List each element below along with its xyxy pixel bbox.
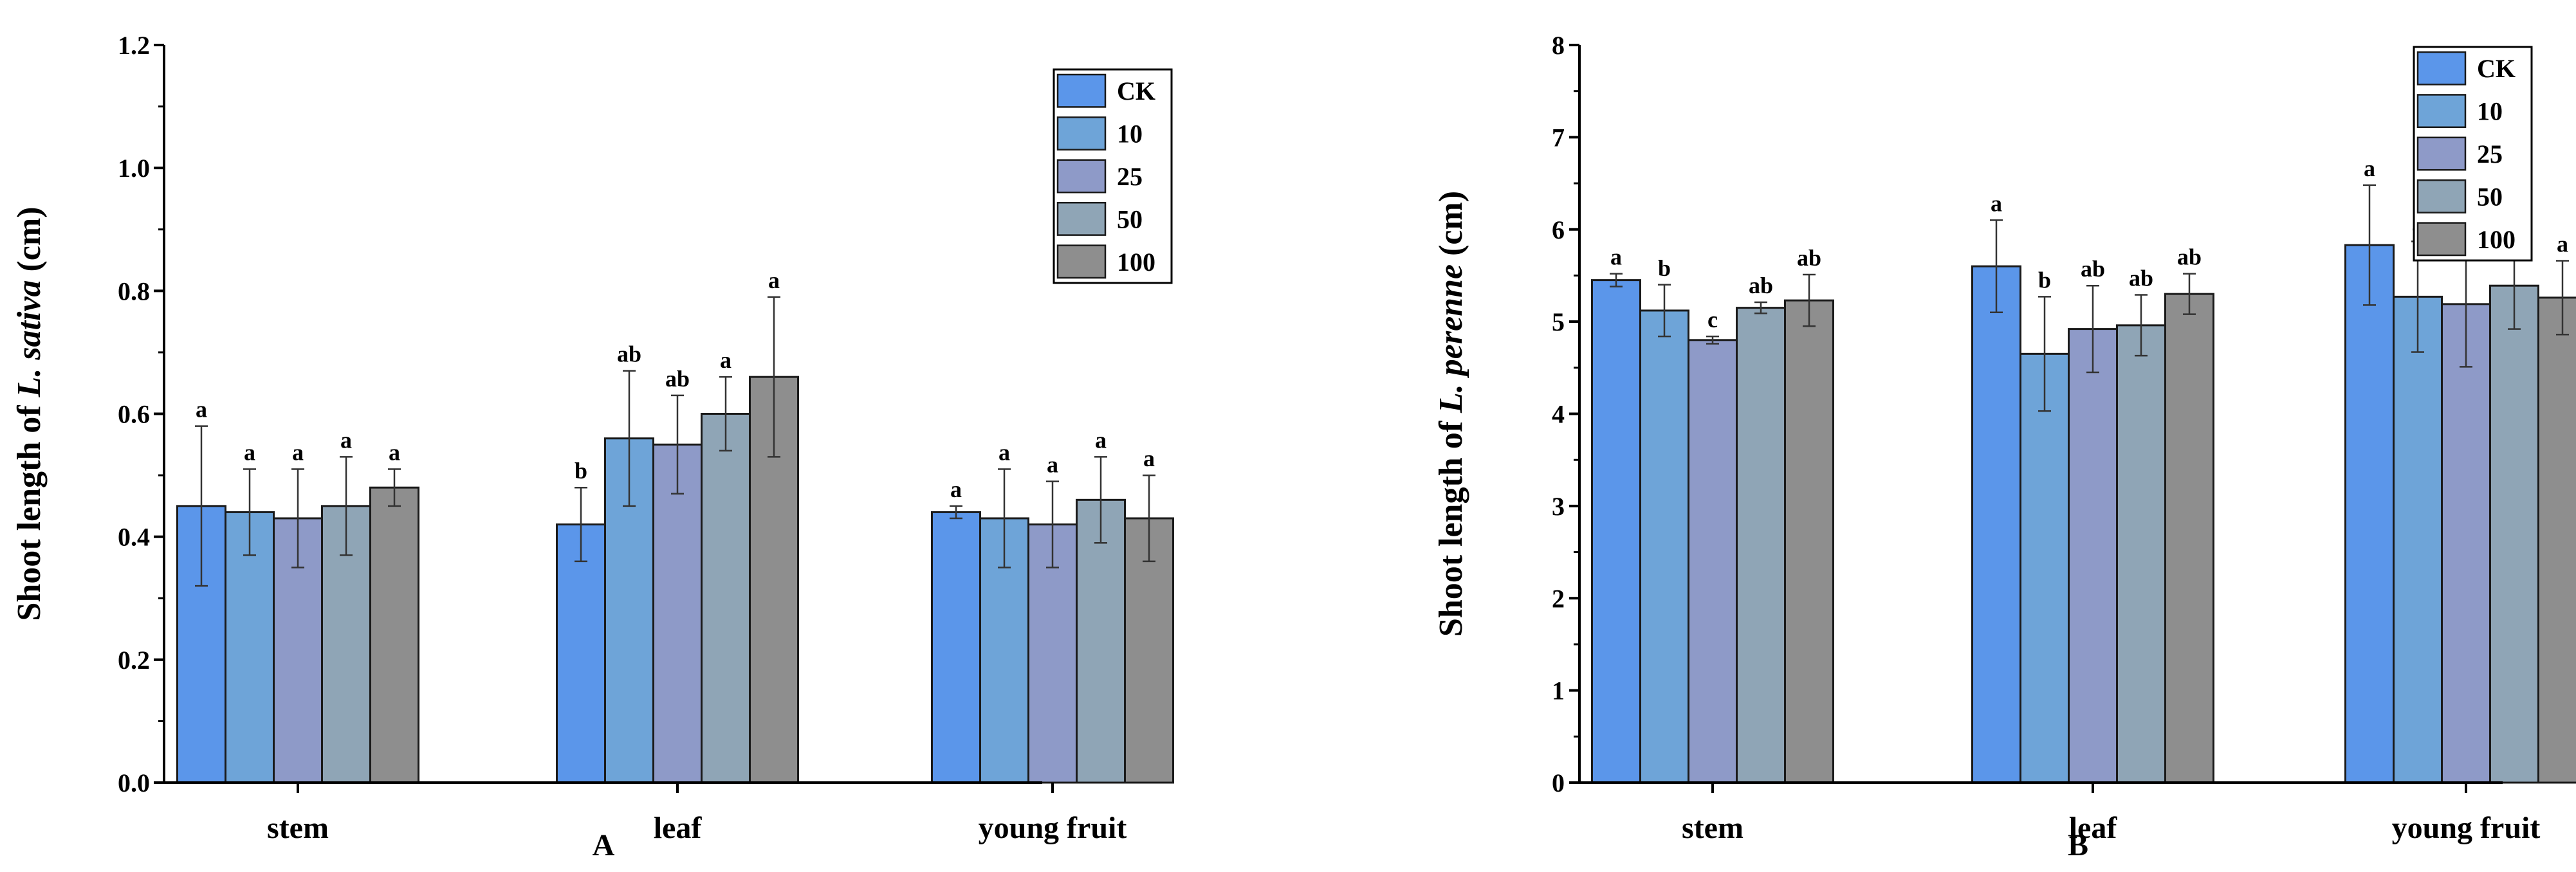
legend-label-50: 50 [2477, 182, 2503, 211]
significance-letter: a [1095, 427, 1107, 453]
legend-swatch-25 [1058, 160, 1105, 192]
legend-swatch-100 [1058, 246, 1105, 278]
legend-label-10: 10 [1117, 120, 1143, 149]
y-tick-label: 1.2 [118, 31, 150, 60]
significance-letter: ab [1749, 273, 1773, 298]
chart-panel-b: abcababstemabababableafaaaaayoung fruit0… [1433, 31, 2576, 862]
significance-letter: a [340, 427, 352, 453]
significance-letter: ab [1797, 245, 1821, 271]
y-tick-label: 0 [1552, 768, 1565, 797]
bar-stem-100 [1785, 300, 1834, 783]
legend-swatch-50 [1058, 203, 1105, 235]
x-tick-label-young-fruit: young fruit [979, 811, 1127, 845]
y-tick-label: 0.2 [118, 646, 150, 675]
legend-label-25: 25 [1117, 162, 1143, 191]
significance-letter: a [2364, 156, 2375, 181]
significance-letter: a [292, 440, 304, 466]
y-tick-label: 3 [1552, 492, 1565, 521]
bar-young-fruit-100 [2539, 298, 2576, 783]
legend-swatch-CK [1058, 75, 1105, 107]
significance-letter: a [720, 347, 731, 373]
y-axis-label: Shoot length of L. perenne (cm) [1433, 191, 1469, 637]
significance-letter: ab [2177, 244, 2202, 270]
bar-stem-50 [1737, 308, 1785, 783]
panel-label: B [2068, 828, 2088, 862]
x-tick-label-stem: stem [1682, 811, 1743, 845]
bar-young-fruit-10 [2394, 296, 2442, 783]
significance-letter: b [2038, 267, 2051, 293]
significance-letter: a [998, 440, 1010, 466]
legend-swatch-25 [2418, 138, 2465, 170]
y-tick-label: 1 [1552, 677, 1565, 705]
legend-swatch-CK [2418, 52, 2465, 84]
y-tick-label: 6 [1552, 215, 1565, 244]
legend-swatch-10 [1058, 117, 1105, 149]
legend-label-100: 100 [2477, 225, 2516, 254]
significance-letter: b [1658, 255, 1671, 281]
legend-swatch-50 [2418, 180, 2465, 212]
bar-leaf-10 [2021, 354, 2069, 783]
legend-label-CK: CK [2477, 54, 2516, 83]
significance-letter: a [244, 440, 255, 466]
significance-letter: ab [617, 341, 641, 367]
bar-leaf-25 [2069, 329, 2117, 783]
legend-label-100: 100 [1117, 248, 1155, 277]
y-tick-label: 0.6 [118, 400, 150, 429]
significance-letter: ab [2129, 266, 2153, 291]
significance-letter: a [1991, 190, 2002, 216]
significance-letter: a [950, 477, 962, 502]
significance-letter: a [1047, 452, 1058, 478]
y-tick-label: 0.4 [118, 523, 150, 552]
bar-young-fruit-25 [2442, 304, 2490, 783]
bar-leaf-CK [557, 525, 605, 783]
legend-label-25: 25 [2477, 140, 2503, 168]
bar-leaf-25 [654, 444, 702, 783]
bar-young-fruit-CK [932, 512, 980, 783]
x-tick-label-young-fruit: young fruit [2392, 811, 2541, 845]
legend: CK 10 25 50 100 [1054, 69, 1172, 283]
significance-letter: a [2557, 231, 2568, 257]
significance-letter: a [768, 268, 780, 293]
legend-label-CK: CK [1117, 77, 1155, 105]
significance-letter: c [1707, 307, 1718, 332]
y-tick-label: 2 [1552, 584, 1565, 613]
panel-label: A [593, 828, 615, 862]
significance-letter: ab [2081, 256, 2105, 282]
y-axis-label: Shoot length of L. sativa (cm) [11, 206, 48, 621]
significance-letter: a [389, 440, 400, 466]
y-tick-label: 1.0 [118, 154, 150, 183]
y-tick-label: 5 [1552, 307, 1565, 336]
y-tick-label: 4 [1552, 400, 1565, 429]
legend-label-50: 50 [1117, 204, 1143, 233]
bar-young-fruit-50 [2490, 286, 2539, 783]
significance-letter: a [1143, 446, 1155, 471]
y-tick-label: 0.0 [118, 768, 150, 797]
bar-stem-10 [1641, 311, 1689, 783]
legend: CK 10 25 50 100 [2414, 47, 2532, 260]
significance-letter: b [575, 458, 587, 484]
legend-swatch-10 [2418, 95, 2465, 127]
legend-label-10: 10 [2477, 97, 2503, 126]
significance-letter: a [1610, 244, 1622, 270]
significance-letter: a [196, 397, 207, 422]
y-tick-label: 7 [1552, 123, 1565, 152]
significance-letter: ab [665, 366, 690, 392]
x-tick-label-leaf: leaf [654, 811, 703, 845]
bar-stem-100 [371, 487, 419, 783]
x-tick-label-stem: stem [267, 811, 329, 845]
bar-young-fruit-CK [2346, 245, 2394, 783]
legend-swatch-100 [2418, 223, 2465, 255]
bar-stem-25 [1689, 340, 1737, 783]
y-tick-label: 0.8 [118, 277, 150, 305]
bar-leaf-CK [1973, 266, 2021, 783]
bar-leaf-50 [2117, 325, 2166, 783]
bar-stem-CK [1592, 280, 1641, 783]
bar-leaf-100 [2166, 294, 2214, 783]
y-tick-label: 8 [1552, 31, 1565, 60]
bar-leaf-50 [702, 414, 750, 783]
